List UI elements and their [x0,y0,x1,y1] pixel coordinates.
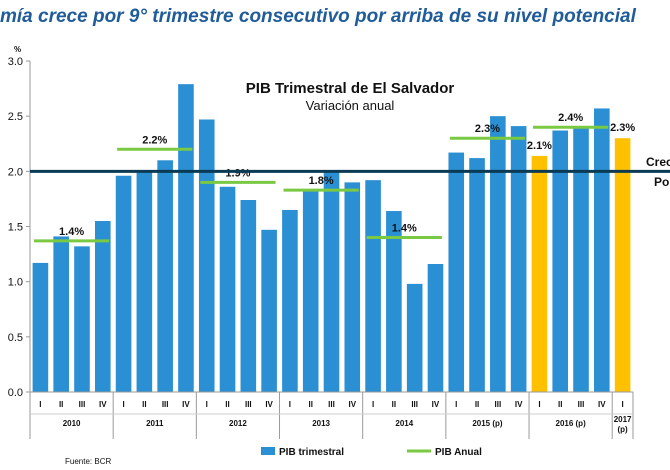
bar-quarterly [344,182,361,392]
legend-label-quarterly: PIB trimestral [279,447,344,458]
quarter-label: IV [515,400,523,409]
potential-note-line1: Crec [646,155,670,169]
legend-swatch-quarterly [261,447,275,455]
annual-growth-label: 1.9% [225,167,250,179]
bars [32,84,631,393]
y-tick-label: 2.0 [8,166,23,178]
legend-label-annual: PIB Anual [435,447,482,458]
y-axis-label: % [14,45,21,54]
quarter-label: I [289,400,291,409]
headline: mía crece por 9° trimestre consecutivo p… [0,6,636,27]
year-label: 2015 (p) [472,419,503,428]
bar-quarterly [282,209,298,392]
quarter-label: II [225,400,229,409]
bar-quarterly [32,262,49,392]
bar-quarterly [74,246,90,392]
bar-quarterly [240,200,257,392]
potential-note-line2: Po [654,175,669,189]
quarter-label: I [538,400,540,409]
bar-quarterly [323,171,340,392]
bar-quarterly [365,180,381,392]
bar-quarterly [94,220,111,392]
bar-quarterly [469,158,485,392]
bar-quarterly [261,229,277,392]
quarter-label: II [558,400,562,409]
bar-quarterly [552,130,569,392]
bar-quarterly [386,211,402,392]
bar-quarterly [406,283,423,392]
quarter-label: III [495,400,502,409]
quarter-label: I [455,400,457,409]
bar-quarterly [178,84,194,393]
source-note: Fuente: BCR [65,457,111,466]
annual-growth-label: 2.4% [558,112,583,124]
y-tick-label: 1.5 [8,222,23,234]
quarter-label: II [475,400,479,409]
quarter-label: I [39,400,41,409]
year-label: 2017 [614,415,632,424]
year-label: 2013 [312,419,330,428]
bar-quarterly [219,186,236,392]
quarter-label: III [79,400,86,409]
year-label: 2010 [63,419,81,428]
quarter-label: III [162,400,169,409]
quarter-label: II [392,400,396,409]
projected-growth-label: 2.3% [610,122,635,134]
quarter-label: I [621,400,623,409]
annual-growth-label: 2.2% [142,134,167,146]
annual-growth-label: 1.4% [59,226,84,238]
quarter-label: I [122,400,124,409]
bar-quarterly [136,171,153,392]
bar-quarterly [427,264,444,392]
quarter-label: III [328,400,335,409]
quarter-label: II [308,400,312,409]
quarter-label: IV [432,400,440,409]
bar-quarterly [198,119,215,392]
y-axis-grid: 0.0 0.5 1.0 1.5 2.0 2.5 3.0 [8,56,31,399]
quarter-label: IV [265,400,273,409]
quarter-label: II [59,400,63,409]
quarter-label: I [372,400,374,409]
annual-growth-label: 1.8% [309,175,334,187]
year-label: 2016 (p) [556,419,587,428]
year-label-suffix: (p) [617,425,628,434]
bar-quarterly [573,127,589,392]
chart-title: PIB Trimestral de El Salvador [246,80,455,97]
y-tick-label: 1.0 [8,277,23,289]
bar-quarterly [448,152,465,392]
bar-quarterly [302,191,319,392]
annual-growth-label: 2.3% [475,123,500,135]
quarter-label: III [578,400,585,409]
annual-growth-label: 1.4% [392,223,417,235]
bar-quarterly [510,126,527,392]
y-tick-label: 3.0 [8,56,23,68]
legend: PIB trimestral PIB Anual [261,447,482,458]
quarter-label: IV [99,400,107,409]
y-tick-label: 2.5 [8,111,23,123]
y-tick-label: 0.5 [8,332,23,344]
bar-projected [614,138,631,392]
quarter-label: IV [349,400,357,409]
bar-projected [531,155,548,392]
annual-lines: 1.4% 2.2% 1.9% 1.8% 1.4% 2.3% 2.4% 2.1% 2.3% [34,112,635,243]
y-tick-label: 0.0 [8,387,23,399]
chart-subtitle: Variación anual [306,98,395,113]
quarter-label: III [411,400,418,409]
year-label: 2011 [146,419,164,428]
bar-quarterly [594,108,610,393]
quarter-label: I [206,400,208,409]
bar-quarterly [490,116,506,393]
quarter-label: IV [182,400,190,409]
quarter-label: IV [598,400,606,409]
bar-quarterly [115,175,132,392]
bar-quarterly [157,160,173,392]
bar-quarterly [53,236,69,392]
year-label: 2012 [229,419,247,428]
quarter-label: III [245,400,252,409]
year-label: 2014 [395,419,413,428]
x-axis: I II III IV I II III IV I II III IV I II III IV I II III IV… [29,391,634,439]
quarter-label: II [142,400,146,409]
projected-growth-label: 2.1% [527,140,552,152]
